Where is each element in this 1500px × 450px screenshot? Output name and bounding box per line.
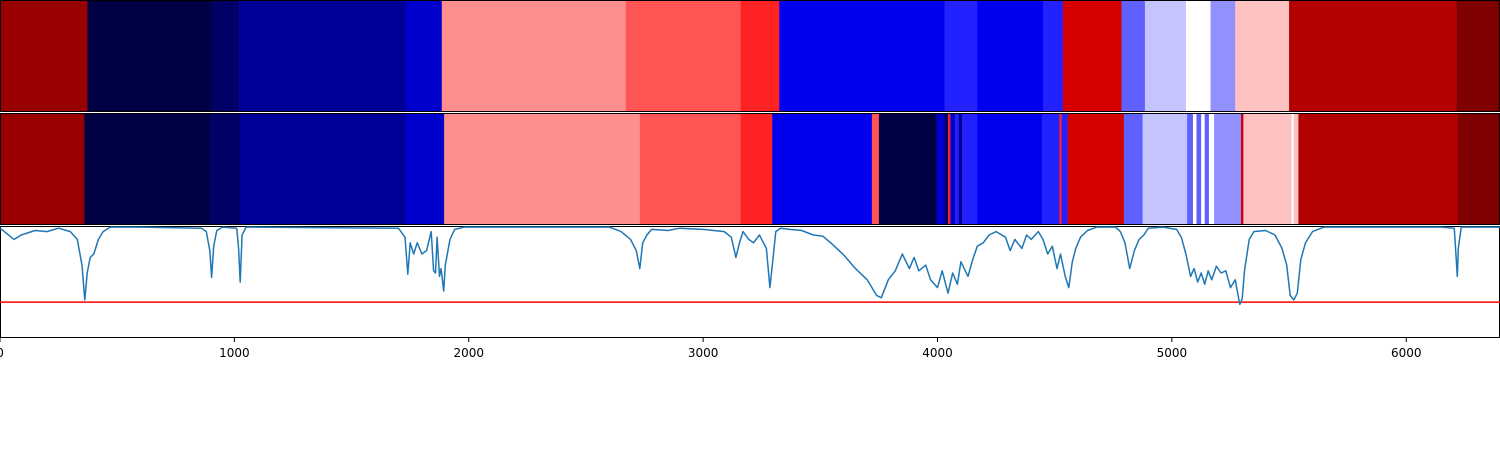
heatmap-segment [950,113,956,225]
line-panel-frame [0,226,1500,338]
heatmap-segment [944,113,949,225]
heatmap-segment [948,113,951,225]
series-line [0,226,1500,306]
heatmap-segment [1123,113,1143,225]
heatmap-segment [1142,113,1188,225]
heatmap-segment [977,0,1044,112]
heatmap-segment [977,113,1043,225]
heatmap-segment [441,0,627,112]
heatmap-segment [944,0,978,112]
heatmap-segment [1457,113,1500,225]
x-tick-label: 5000 [1157,346,1188,360]
x-tick-label: 0 [0,346,4,360]
line-panel [0,226,1500,338]
heatmap-segment [444,113,641,225]
heatmap-segment [1235,0,1290,112]
heatmap-segment [1243,113,1292,225]
heatmap-row-2 [0,113,1500,225]
heatmap-segment [0,113,85,225]
heatmap-segment [936,113,945,225]
heatmap-segment [1241,113,1244,225]
heatmap-segment [405,0,443,112]
heatmap-segment [239,0,406,112]
heatmap-segment [209,113,241,225]
heatmap-segment [878,113,937,225]
heatmap-segment [1144,0,1187,112]
heatmap-segment [1293,113,1299,225]
x-tick-label: 4000 [922,346,953,360]
heatmap-segment [1121,0,1146,112]
heatmap-segment [871,113,880,225]
heatmap-rows [0,0,1500,225]
heatmap-segment [772,113,873,225]
heatmap-segment [212,0,240,112]
heatmap-segment [1208,113,1215,225]
x-tick-label: 6000 [1391,346,1422,360]
heatmap-segment [0,0,88,112]
x-tick-label: 3000 [688,346,719,360]
heatmap-segment [1210,0,1236,112]
heatmap-segment [240,113,406,225]
x-axis: 0 1000 2000 3000 4000 5000 6000 [0,338,1422,360]
heatmap-segment [1041,113,1060,225]
heatmap-segment [1185,0,1211,112]
heatmap-segment [1192,113,1197,225]
heatmap-segment [779,0,945,112]
heatmap-segment [958,113,963,225]
heatmap-segment [1062,0,1122,112]
heatmap-segment [1061,113,1068,225]
heatmap-segment [1067,113,1125,225]
heatmap-segment [84,113,211,225]
heatmap-segment [1059,113,1063,225]
x-tick-label: 2000 [453,346,484,360]
heatmap-segment [1042,0,1064,112]
heatmap-segment [955,113,959,225]
heatmap-row-1 [0,0,1500,112]
heatmap-segment [1204,113,1210,225]
heatmap-segment [1196,113,1202,225]
heatmap-segment [740,0,780,112]
heatmap-segment [1289,0,1457,112]
heatmap-segment [1298,113,1459,225]
heatmap-segment [405,113,445,225]
heatmap-segment [962,113,978,225]
heatmap-segment [1201,113,1205,225]
heatmap-segment [625,0,741,112]
heatmap-segment [740,113,773,225]
heatmap-segment [1214,113,1242,225]
heatmap-segment [1291,113,1295,225]
heatmap-segment [1456,0,1500,112]
x-tick-label: 1000 [219,346,250,360]
heatmap-segment [87,0,213,112]
heatmap-segment [1187,113,1194,225]
heatmap-segment [639,113,741,225]
